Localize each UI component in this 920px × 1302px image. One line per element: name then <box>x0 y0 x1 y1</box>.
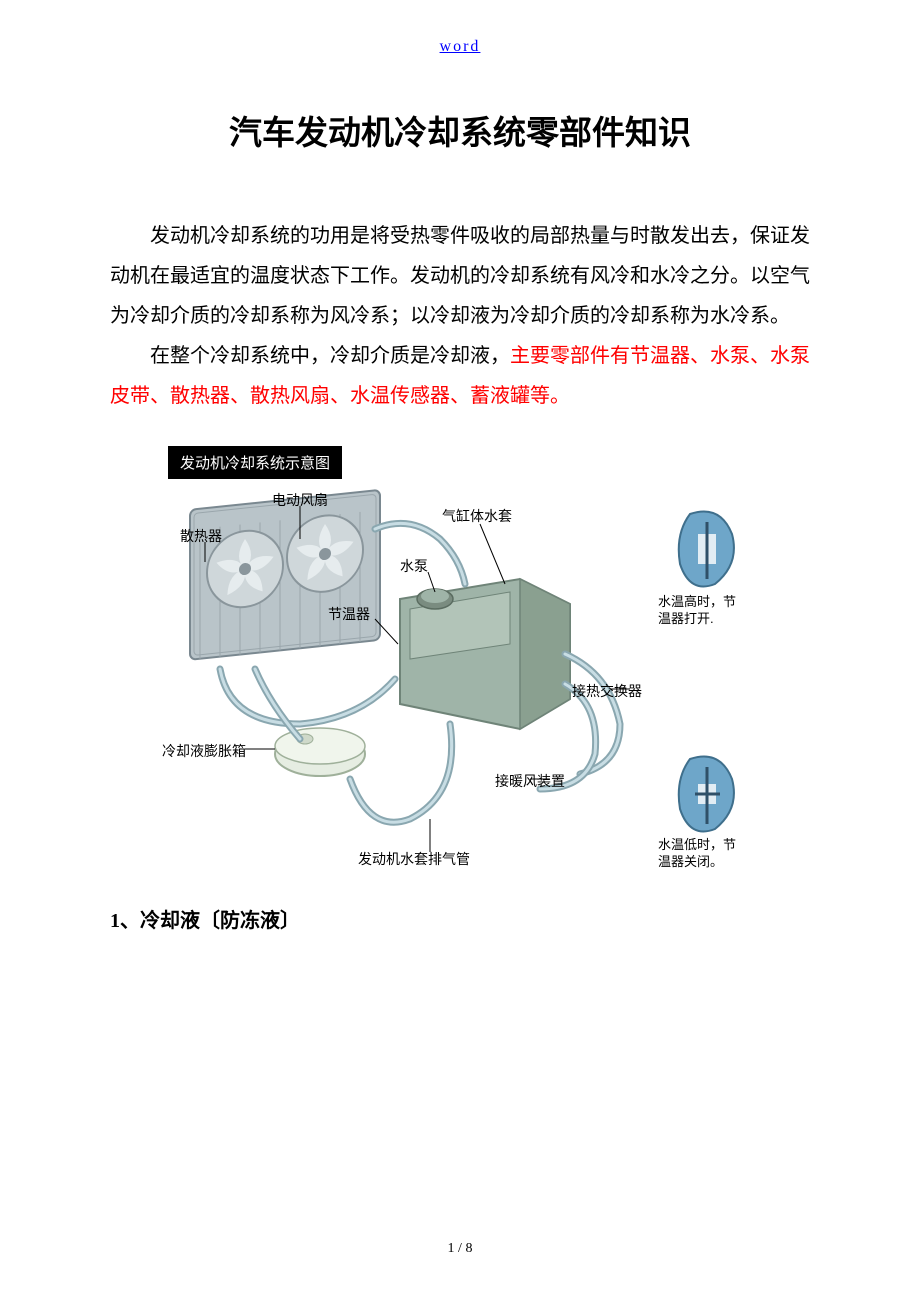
label-therm-open: 水温高时，节 温器打开. <box>658 594 736 628</box>
radiator-shape <box>190 490 380 660</box>
section-1-title: 冷却液〔防冻液〕 <box>140 910 300 932</box>
label-cylinder-jacket: 气缸体水套 <box>442 506 512 526</box>
paragraph-2: 在整个冷却系统中，冷却介质是冷却液，主要零部件有节温器、水泵、水泵皮带、散热器、… <box>110 336 810 416</box>
page-footer: 1 / 8 <box>0 1241 920 1257</box>
page-title: 汽车发动机冷却系统零部件知识 <box>110 106 810 154</box>
cooling-system-diagram: 发动机冷却系统示意图 <box>150 444 770 884</box>
header-word-link[interactable]: word <box>110 38 810 56</box>
paragraph-1: 发动机冷却系统的功用是将受热零件吸收的局部热量与时散发出去，保证发动机在最适宜的… <box>110 216 810 336</box>
expansion-tank-shape <box>275 728 365 776</box>
label-therm-open-l1: 水温高时，节 <box>658 594 736 609</box>
thermostat-closed-icon <box>679 757 734 832</box>
section-1-number: 1 <box>110 910 120 932</box>
section-1-sep: 、 <box>120 910 140 932</box>
label-thermostat: 节温器 <box>328 604 370 624</box>
label-fan: 电动风扇 <box>272 490 328 510</box>
thermostat-open-icon <box>679 512 734 587</box>
label-expansion-tank: 冷却液膨胀箱 <box>162 741 246 761</box>
label-heat-exchanger: 接热交换器 <box>572 681 642 701</box>
label-therm-close-l2: 温器关闭。 <box>658 854 723 869</box>
paragraph-2-black: 在整个冷却系统中，冷却介质是冷却液， <box>150 345 510 367</box>
label-drain-pipe: 发动机水套排气管 <box>358 849 470 869</box>
engine-shape <box>400 579 570 729</box>
label-pump: 水泵 <box>400 556 428 576</box>
footer-sep: / <box>455 1241 466 1256</box>
label-radiator: 散热器 <box>180 526 222 546</box>
footer-page: 1 <box>448 1241 455 1256</box>
label-therm-close: 水温低时，节 温器关闭。 <box>658 837 736 871</box>
label-therm-open-l2: 温器打开. <box>658 611 714 626</box>
label-heater: 接暖风装置 <box>495 771 565 791</box>
footer-total: 8 <box>465 1241 472 1256</box>
label-therm-close-l1: 水温低时，节 <box>658 837 736 852</box>
diagram-container: 发动机冷却系统示意图 <box>110 444 810 884</box>
section-1-heading: 1、冷却液〔防冻液〕 <box>110 904 810 933</box>
